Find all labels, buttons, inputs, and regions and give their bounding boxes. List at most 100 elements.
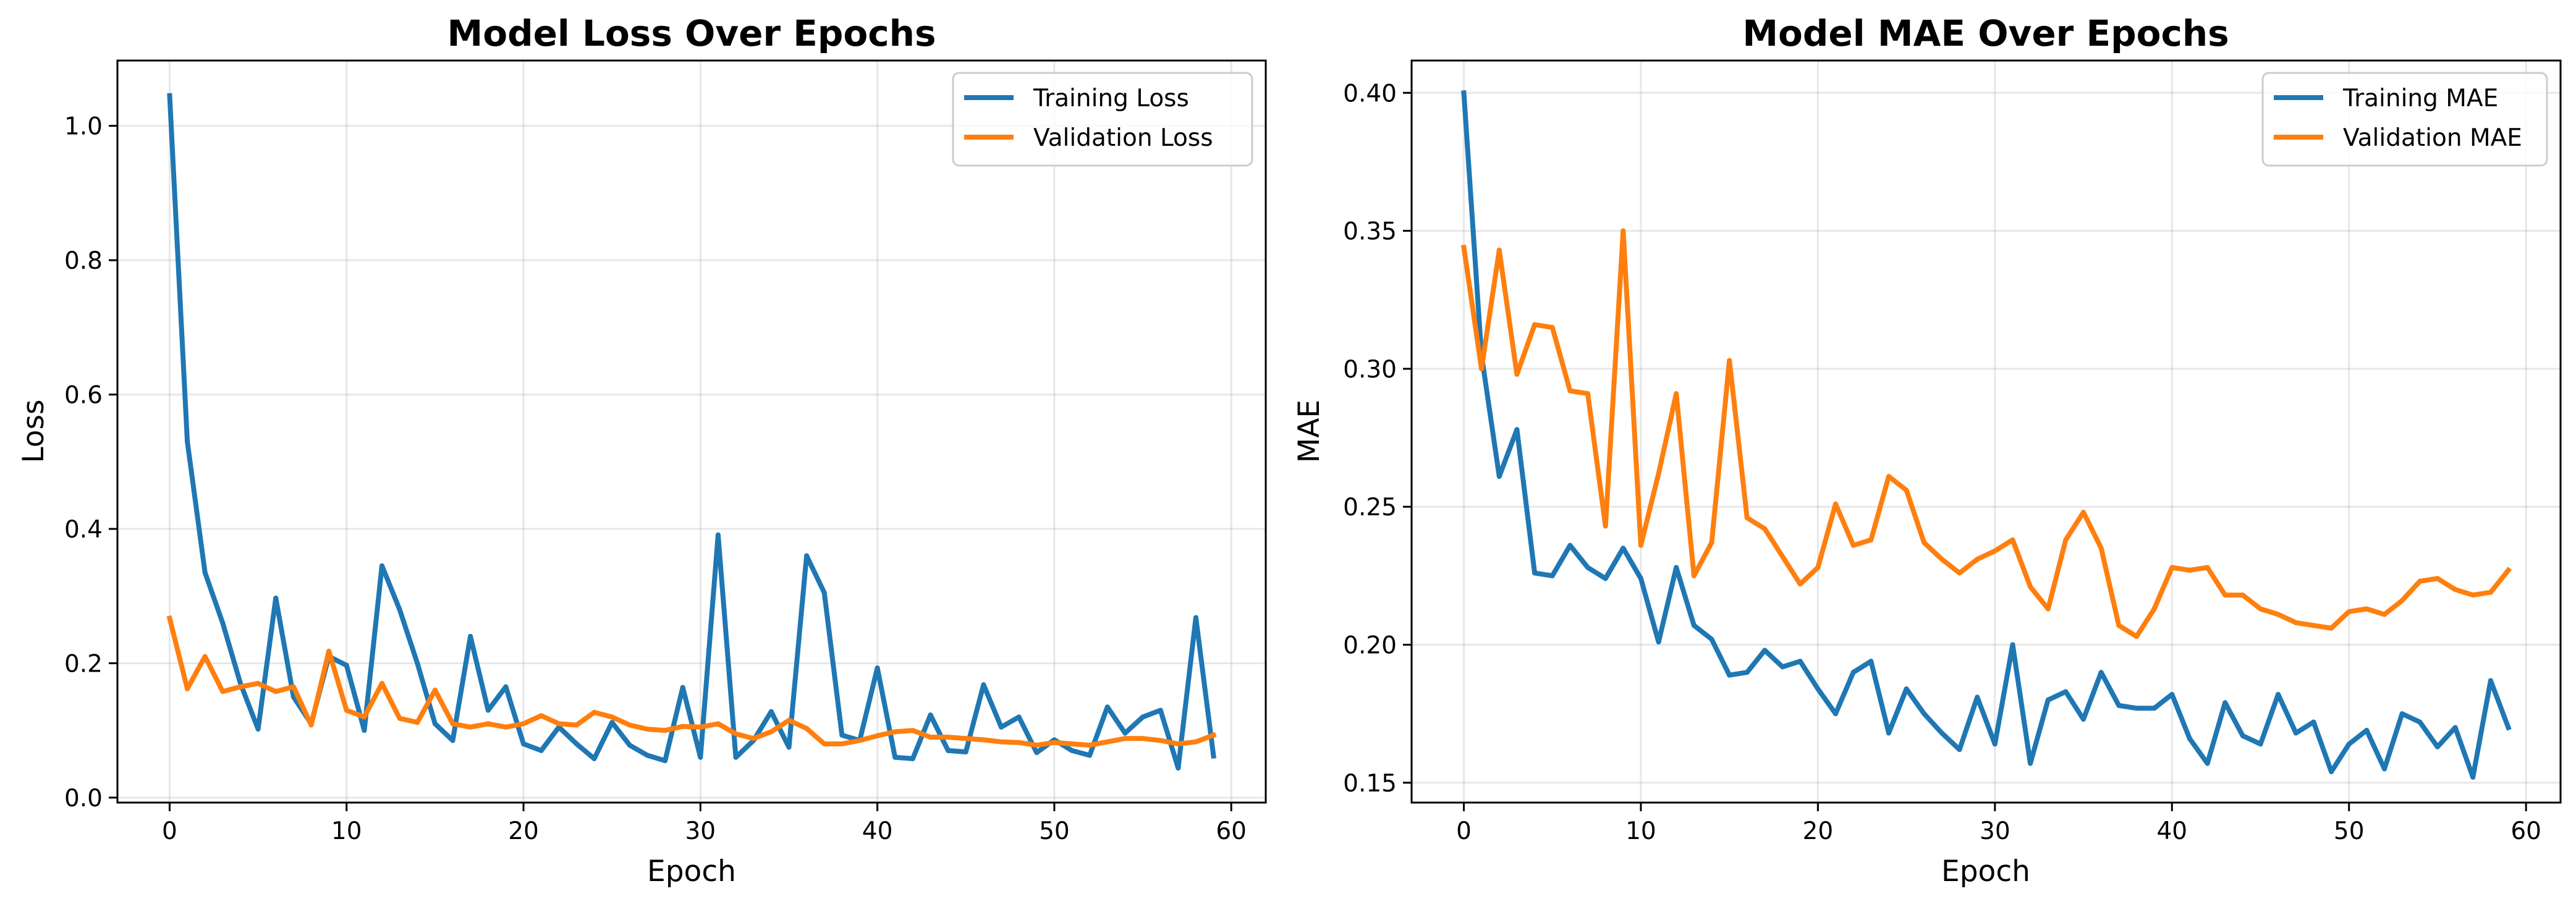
- validation-loss-point: [999, 739, 1004, 745]
- validation-loss-point: [910, 728, 915, 733]
- training-mae-point: [2045, 697, 2051, 702]
- validation-loss-point: [468, 724, 473, 730]
- validation-mae-point: [2434, 576, 2440, 581]
- training-mae-point: [1603, 576, 1608, 581]
- training-mae-point: [1567, 542, 1573, 548]
- mae-y-tick-label: 0.25: [1343, 494, 1397, 521]
- mae-chart-panel: 0 10 20 30 40 50 60 0.15 0.20 0.25 0.30 0.35 0.40 Mo…: [1292, 12, 2562, 888]
- validation-loss-point: [1158, 738, 1163, 743]
- mae-x-tick-label: 10: [1625, 817, 1656, 845]
- validation-mae-point: [2116, 623, 2122, 628]
- validation-loss-point: [609, 714, 615, 720]
- validation-loss-point: [1087, 743, 1093, 748]
- validation-mae-point: [1904, 487, 1909, 493]
- validation-loss-point: [698, 724, 703, 730]
- training-mae-point: [1815, 686, 1821, 691]
- mae-y-axis-label: MAE: [1292, 400, 1326, 463]
- loss-axes-frame: [116, 59, 1267, 804]
- validation-loss-point: [485, 721, 491, 727]
- validation-mae-point: [2205, 565, 2210, 570]
- mae-legend: Training MAE Validation MAE: [2261, 72, 2548, 167]
- validation-loss-point: [503, 724, 509, 730]
- loss-x-tick-label: 20: [508, 817, 539, 845]
- training-mae-point: [2187, 736, 2192, 741]
- validation-mae-point: [2028, 584, 2033, 589]
- validation-mae-point: [1868, 537, 1874, 542]
- training-mae-point: [1921, 711, 1927, 717]
- training-loss-point: [344, 662, 349, 668]
- validation-loss-point: [839, 741, 845, 746]
- training-mae-point: [2329, 769, 2334, 774]
- training-loss-point: [290, 694, 296, 699]
- training-loss-point: [963, 749, 968, 754]
- training-mae-point: [1850, 670, 1856, 675]
- training-loss-point: [928, 712, 933, 718]
- loss-x-tick-label: 60: [1216, 817, 1247, 845]
- training-mae-legend-label: Training MAE: [2342, 85, 2498, 112]
- validation-loss-point: [981, 737, 986, 743]
- validation-mae-point: [2098, 546, 2104, 551]
- training-loss-point: [1140, 714, 1145, 720]
- training-loss-point: [804, 553, 810, 559]
- validation-loss-point: [185, 686, 190, 691]
- training-loss-point: [1158, 707, 1163, 713]
- training-mae-point: [2470, 774, 2476, 780]
- training-mae-point: [2434, 744, 2440, 749]
- loss-x-tick-label: 0: [162, 817, 177, 845]
- training-loss-point: [839, 732, 845, 738]
- training-loss-point: [786, 745, 792, 750]
- validation-mae-points: [1461, 228, 2511, 639]
- validation-loss-point: [167, 615, 172, 621]
- training-mae-point: [1674, 565, 1679, 570]
- loss-y-tick-label: 0.2: [64, 650, 103, 678]
- training-mae-point: [2417, 719, 2423, 725]
- training-loss-point: [1104, 704, 1110, 710]
- validation-loss-point: [255, 681, 261, 686]
- loss-ticks: 0 10 20 30 40 50 60 0.0 0.2 0.4 0.6 0.8 1.0: [64, 113, 1247, 845]
- validation-mae-point: [1532, 322, 1538, 327]
- validation-mae-point: [2045, 606, 2051, 612]
- validation-mae-point: [2010, 537, 2015, 542]
- validation-mae-point: [1727, 358, 1732, 363]
- validation-mae-point: [1567, 388, 1573, 394]
- validation-loss-point: [450, 721, 455, 727]
- training-loss-point: [202, 570, 208, 575]
- training-mae-point: [1727, 672, 1732, 678]
- training-mae-line: [1461, 90, 2512, 780]
- validation-loss-point: [538, 713, 544, 719]
- loss-y-tick-label: 0.8: [64, 247, 103, 275]
- training-mae-point: [1744, 670, 1750, 675]
- validation-loss-point: [1034, 743, 1040, 748]
- training-mae-point: [1691, 623, 1697, 628]
- training-loss-point: [892, 754, 898, 760]
- validation-loss-point: [591, 709, 597, 715]
- training-loss-point: [574, 741, 579, 746]
- mae-chart-title: Model MAE Over Epochs: [1742, 12, 2229, 54]
- validation-loss-point: [946, 735, 951, 740]
- loss-x-tick-label: 40: [862, 817, 893, 845]
- training-mae-point: [2293, 730, 2298, 736]
- training-mae-point: [1532, 570, 1538, 576]
- training-mae-point: [2222, 700, 2228, 706]
- mae-series: [1460, 90, 2512, 780]
- training-mae-point: [1762, 648, 1768, 653]
- validation-mae-point: [1674, 391, 1679, 397]
- training-loss-point: [609, 720, 615, 725]
- validation-mae-point: [1621, 228, 1626, 234]
- training-mae-point: [2063, 689, 2069, 694]
- mae-x-tick-label: 20: [1803, 817, 1834, 845]
- mae-y-tick-label: 0.40: [1343, 80, 1397, 108]
- loss-legend-frame: [952, 72, 1253, 167]
- training-mae-point: [2488, 678, 2493, 683]
- validation-mae-point: [2346, 609, 2352, 614]
- training-loss-point: [1193, 615, 1198, 620]
- training-loss-legend-label: Training Loss: [1033, 85, 1189, 112]
- training-loss-point: [485, 707, 491, 713]
- training-loss-point: [946, 748, 951, 753]
- training-mae-point: [2364, 728, 2370, 733]
- training-mae-point: [1957, 747, 1962, 753]
- validation-mae-point: [1797, 581, 1803, 587]
- training-mae-point: [2258, 741, 2263, 747]
- training-mae-point: [2346, 741, 2352, 747]
- mae-x-tick-label: 50: [2334, 817, 2365, 845]
